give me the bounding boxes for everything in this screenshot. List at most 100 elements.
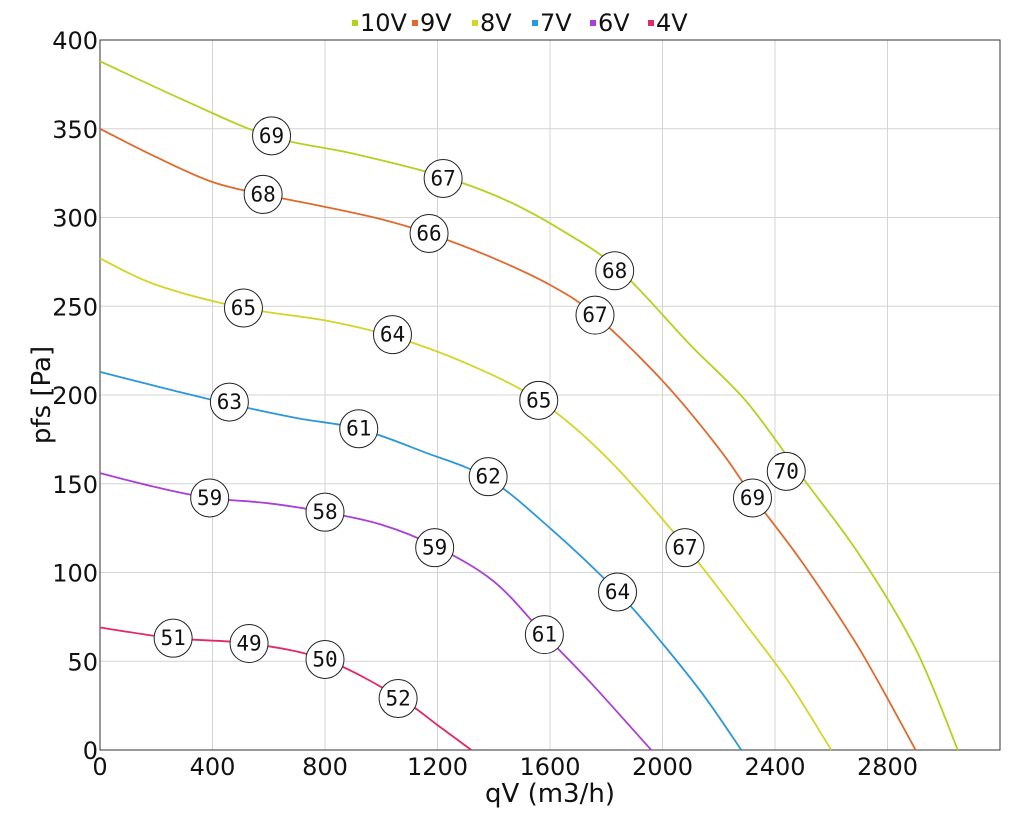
legend-swatch [352, 20, 358, 26]
curve-label-7V: 63 [209, 382, 249, 422]
curve-label-text: 62 [475, 465, 500, 489]
curve-label-circle [766, 451, 806, 491]
curve-label-7V: 64 [598, 572, 637, 612]
curve-label-text: 69 [740, 486, 765, 510]
curve-label-text: 64 [605, 580, 630, 604]
y-tick-label: 350 [52, 116, 98, 144]
curve-label-6V: 59 [190, 478, 230, 518]
legend-label: 10V [360, 9, 408, 37]
curve-label-text: 64 [380, 323, 405, 347]
y-tick-label: 200 [52, 382, 98, 410]
curve-label-text: 61 [346, 417, 371, 441]
curve-label-text: 50 [312, 647, 337, 671]
curve-label-circle [415, 528, 455, 568]
series-line-9V [99, 127, 917, 751]
curve-label-text: 67 [582, 303, 607, 327]
curve-label-text: 69 [259, 124, 284, 148]
y-tick-label: 50 [67, 648, 98, 676]
curve-label-text: 65 [526, 388, 551, 412]
curve-label-circle [153, 618, 193, 658]
legend-label: 4V [656, 9, 688, 37]
curve-label-circle [243, 174, 283, 214]
y-tick-label: 300 [52, 205, 98, 233]
curve-label-8V: 65 [519, 380, 559, 420]
curve-label-text: 59 [197, 486, 222, 510]
curve-label-8V: 64 [373, 315, 412, 355]
x-tick-label: 2000 [632, 753, 693, 781]
legend-label: 9V [420, 9, 452, 37]
curve-label-text: 67 [672, 536, 697, 560]
curve-label-6V: 61 [524, 615, 564, 655]
curve-label-circle [305, 639, 345, 679]
curve-label-circle [339, 409, 379, 449]
curve-label-text: 59 [422, 536, 447, 560]
curve-label-4V: 51 [153, 618, 193, 658]
x-tick-label: 1600 [519, 753, 580, 781]
curve-label-text: 68 [250, 182, 275, 206]
legend-item-10V: 10V [352, 9, 408, 37]
y-tick-label: 0 [83, 737, 98, 765]
curve-label-circle [305, 492, 345, 532]
y-axis-title: pfs [Pa] [27, 346, 57, 444]
x-axis-title: qV (m3/h) [485, 779, 615, 809]
curve-label-4V: 50 [305, 639, 345, 679]
series-line-6V [99, 472, 652, 751]
curve-label-text: 61 [532, 623, 557, 647]
curve-label-7V: 61 [339, 409, 379, 449]
curve-label-text: 65 [231, 296, 256, 320]
curve-label-circle [190, 478, 230, 518]
x-tick-label: 0 [92, 753, 107, 781]
curve-label-10V: 67 [423, 158, 463, 198]
curve-label-text: 51 [160, 626, 185, 650]
curve-label-7V: 62 [468, 457, 508, 497]
legend-swatch [472, 20, 478, 26]
curve-label-4V: 52 [378, 679, 418, 719]
curve-label-circle [733, 478, 772, 518]
curve-label-circle [409, 213, 449, 253]
curve-label-text: 70 [774, 459, 799, 483]
curve-label-circle [373, 315, 412, 355]
curve-label-9V: 69 [733, 478, 772, 518]
x-tick-label: 2400 [744, 753, 805, 781]
curve-label-text: 67 [430, 166, 455, 190]
curve-label-circle [595, 251, 635, 291]
curve-label-circle [468, 457, 508, 497]
y-axis-ticks: 0 50 100 150 200 250 300 350 400 [52, 27, 98, 765]
legend-swatch [412, 20, 418, 26]
curve-label-circle [229, 624, 269, 663]
plot-area [99, 39, 1001, 751]
curve-label-circle [524, 615, 564, 655]
curve-label-9V: 68 [243, 174, 283, 214]
curve-label-9V: 67 [575, 295, 615, 335]
curve-label-circle [209, 382, 249, 422]
curve-label-text: 63 [217, 390, 242, 414]
curve-label-10V: 68 [595, 251, 635, 291]
legend-label: 7V [540, 9, 572, 37]
curve-label-text: 52 [385, 687, 410, 711]
x-tick-label: 2800 [857, 753, 918, 781]
x-tick-label: 1200 [407, 753, 468, 781]
curve-label-circle [665, 528, 705, 568]
curve-label-6V: 58 [305, 492, 345, 532]
y-tick-label: 250 [52, 293, 98, 321]
legend-item-4V: 4V [648, 9, 688, 37]
legend-label: 8V [480, 9, 512, 37]
y-tick-label: 100 [52, 560, 98, 588]
curve-label-text: 66 [416, 221, 441, 245]
curve-label-circle [519, 380, 559, 420]
curve-label-circle [423, 158, 463, 198]
curve-label-circle [598, 572, 637, 612]
x-tick-label: 400 [190, 753, 236, 781]
legend-swatch [532, 20, 538, 26]
y-tick-label: 400 [52, 27, 98, 55]
legend-swatch [648, 20, 654, 26]
legend-label: 6V [598, 9, 630, 37]
legend: 10V 9V 8V 7V 6V 4V [352, 9, 688, 37]
curve-label-10V: 70 [766, 451, 806, 491]
curve-label-circle [223, 288, 263, 328]
curve-label-text: 58 [312, 500, 337, 524]
legend-item-8V: 8V [472, 9, 512, 37]
legend-item-6V: 6V [590, 9, 630, 37]
curve-labels: 69 67 68 70 68 66 67 69 65 64 65 67 63 61 62 64 59 58 59 61… [153, 116, 806, 719]
